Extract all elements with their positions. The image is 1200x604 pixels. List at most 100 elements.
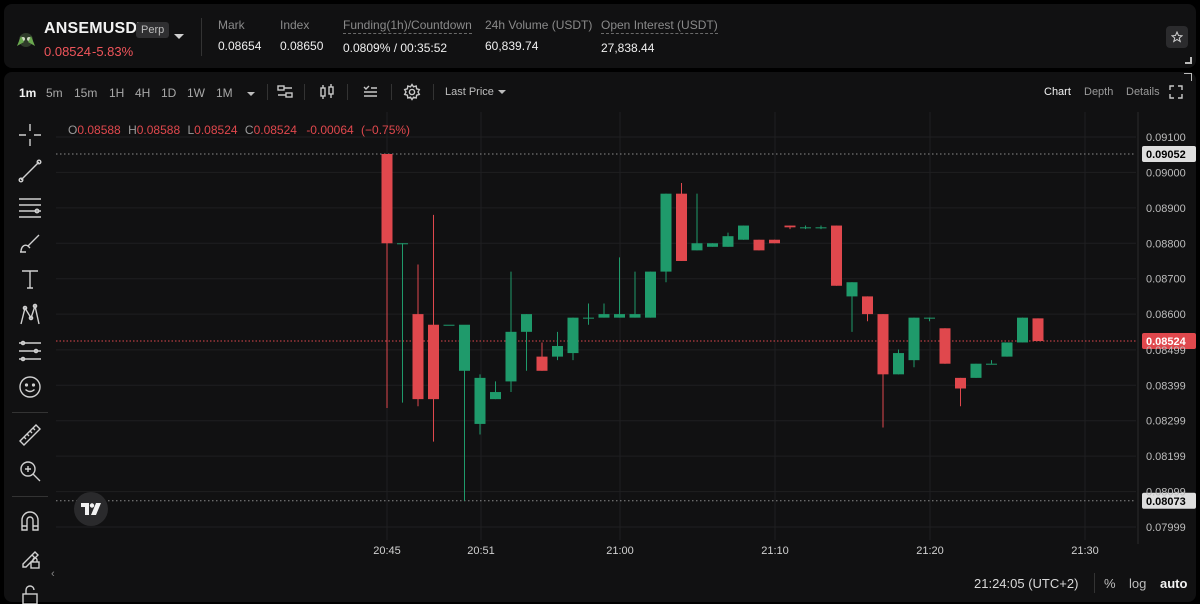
perp-badge: Perp bbox=[136, 22, 170, 38]
candle-body bbox=[381, 154, 393, 244]
stat-open-interest[interactable]: Open Interest (USDT) 27,838.44 bbox=[601, 18, 718, 55]
chevron-down-icon[interactable] bbox=[241, 84, 261, 104]
candle bbox=[412, 264, 424, 407]
divider bbox=[304, 84, 305, 100]
candle bbox=[815, 225, 827, 230]
emoji-icon[interactable] bbox=[17, 374, 43, 400]
divider bbox=[12, 496, 48, 497]
tab-chart[interactable]: Chart bbox=[1044, 86, 1071, 98]
candle-body bbox=[955, 377, 966, 389]
candle bbox=[893, 349, 904, 375]
percent-scale-toggle[interactable]: % bbox=[1104, 576, 1116, 591]
stat-value: 60,839.74 bbox=[485, 39, 539, 53]
pattern-icon[interactable] bbox=[17, 302, 43, 328]
timeframe-1w[interactable]: 1W bbox=[187, 86, 205, 100]
trend-line-icon[interactable] bbox=[17, 158, 43, 184]
candle-body bbox=[505, 331, 517, 382]
timeframe-4h[interactable]: 4H bbox=[135, 86, 151, 100]
candle bbox=[490, 381, 501, 400]
candle-body bbox=[769, 239, 780, 244]
chevron-down-icon[interactable] bbox=[174, 34, 184, 39]
candle-body bbox=[660, 193, 672, 272]
auto-scale-toggle[interactable]: auto bbox=[1160, 576, 1188, 591]
stat-label: Index bbox=[280, 18, 310, 32]
candle-body bbox=[536, 356, 548, 371]
lock-icon[interactable] bbox=[17, 580, 43, 604]
settings-icon[interactable] bbox=[402, 82, 422, 102]
tab-depth[interactable]: Depth bbox=[1084, 86, 1114, 98]
price-axis[interactable]: 0.09100 0.09000 0.08900 0.08800 0.08700 0.086… bbox=[1146, 132, 1186, 534]
ticker-bar: ANSEMUSDT Perp 0.08524 -5.83% Mark 0.086… bbox=[4, 4, 1196, 68]
time-tick-label: 21:20 bbox=[916, 545, 944, 557]
stat-label[interactable]: Open Interest (USDT) bbox=[601, 18, 718, 34]
timeframe-5m[interactable]: 5m bbox=[46, 86, 63, 100]
candle-body bbox=[924, 317, 935, 319]
ohlc-high: 0.08588 bbox=[137, 123, 181, 137]
extreme-price-label: 0.08073 bbox=[1146, 496, 1186, 508]
candle bbox=[753, 239, 765, 251]
lock-drawing-icon[interactable] bbox=[17, 544, 43, 570]
timeframe-15m[interactable]: 15m bbox=[74, 86, 98, 100]
candle-type-icon[interactable] bbox=[317, 82, 337, 102]
log-scale-toggle[interactable]: log bbox=[1129, 576, 1147, 591]
collapse-toolbar-icon[interactable]: ‹ bbox=[51, 568, 55, 580]
candle-body bbox=[846, 282, 858, 297]
fib-lines-icon[interactable] bbox=[17, 194, 43, 220]
candle-body bbox=[753, 239, 765, 251]
price-tick-label: 0.09100 bbox=[1146, 132, 1186, 144]
fullscreen-icon[interactable] bbox=[1166, 82, 1186, 102]
candle-body bbox=[521, 314, 532, 332]
magnet-icon[interactable] bbox=[17, 508, 43, 534]
brush-icon[interactable] bbox=[17, 230, 43, 256]
candle-body bbox=[474, 377, 486, 424]
timeframe-1M[interactable]: 1M bbox=[216, 86, 233, 100]
candle-body bbox=[738, 225, 749, 240]
resize-handle-icon[interactable] bbox=[1185, 57, 1192, 64]
candle-body bbox=[614, 314, 625, 318]
chart-panel: 1m 5m 15m 1H 4H 1D 1W 1M bbox=[4, 72, 1196, 604]
timeframe-1d[interactable]: 1D bbox=[161, 86, 177, 100]
stat-volume: 24h Volume (USDT) 60,839.74 bbox=[485, 18, 592, 53]
candle-body bbox=[443, 324, 455, 326]
stat-funding[interactable]: Funding(1h)/Countdown 0.0809% / 00:35:52 bbox=[343, 18, 472, 55]
time-axis[interactable]: 20:45 20:51 21:00 21:10 21:20 21:30 bbox=[373, 545, 1099, 557]
prediction-icon[interactable] bbox=[17, 338, 43, 364]
candle bbox=[381, 154, 393, 408]
divider bbox=[1094, 573, 1095, 593]
clock[interactable]: 21:24:05 (UTC+2) bbox=[974, 576, 1079, 591]
favorite-button[interactable] bbox=[1166, 26, 1188, 48]
candle bbox=[459, 324, 470, 501]
candle bbox=[722, 232, 734, 247]
candle-body bbox=[893, 353, 904, 375]
indicators-icon[interactable] bbox=[275, 82, 295, 102]
tab-details[interactable]: Details bbox=[1126, 86, 1160, 98]
star-icon bbox=[1171, 31, 1183, 43]
time-tick-label: 21:10 bbox=[761, 545, 789, 557]
divider bbox=[391, 84, 392, 100]
candle-body bbox=[412, 314, 424, 400]
stat-label[interactable]: Funding(1h)/Countdown bbox=[343, 18, 472, 34]
timeframe-1h[interactable]: 1H bbox=[109, 86, 125, 100]
candle bbox=[536, 342, 548, 371]
symbol-name[interactable]: ANSEMUSDT bbox=[44, 20, 148, 37]
ohlc-percent: (−0.75%) bbox=[361, 123, 410, 137]
candle bbox=[645, 271, 656, 318]
divider bbox=[433, 84, 434, 100]
crosshair-icon[interactable] bbox=[17, 122, 43, 148]
last-price: 0.08524 bbox=[44, 44, 91, 59]
candle-body bbox=[862, 296, 873, 315]
price-tick-label: 0.08600 bbox=[1146, 309, 1186, 321]
candlestick-chart[interactable]: 0.09052 0.08073 0.08524 0.09100 0.09000 0.08… bbox=[4, 72, 1196, 602]
ohlc-change: -0.00064 bbox=[306, 123, 354, 137]
tradingview-logo-icon[interactable] bbox=[74, 492, 108, 526]
candle-body bbox=[784, 225, 796, 228]
timeframe-1m[interactable]: 1m bbox=[19, 86, 37, 100]
text-icon[interactable] bbox=[17, 266, 43, 292]
price-source-label: Last Price bbox=[445, 86, 494, 98]
ohlc-open: 0.08588 bbox=[77, 123, 121, 137]
zoom-in-icon[interactable] bbox=[17, 458, 43, 484]
templates-icon[interactable] bbox=[360, 82, 380, 102]
price-source-select[interactable]: Last Price bbox=[445, 86, 506, 98]
candle-body bbox=[1032, 318, 1044, 342]
ruler-icon[interactable] bbox=[17, 422, 43, 448]
